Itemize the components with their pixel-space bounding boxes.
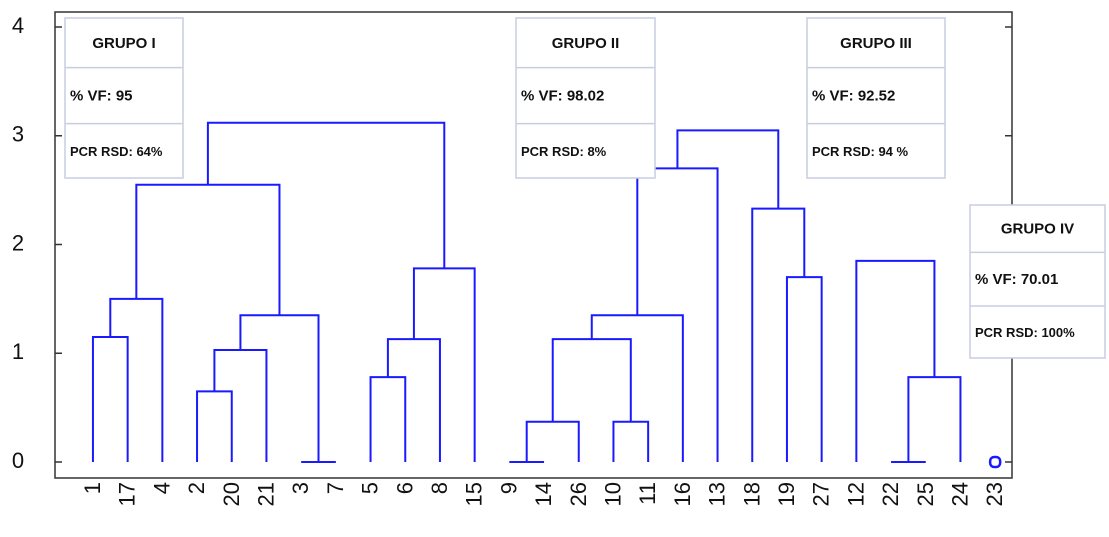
group-rsd: PCR RSD: 94 %: [812, 144, 909, 159]
dendrogram-link: [855, 259, 936, 462]
group-title: GRUPO II: [552, 35, 620, 52]
leaf-label: 15: [462, 482, 487, 506]
dendrogram-link: [109, 297, 164, 462]
group-title: GRUPO III: [840, 35, 912, 52]
group-title: GRUPO I: [92, 35, 155, 52]
group-box-bg: [515, 17, 656, 179]
group-rsd: PCR RSD: 64%: [70, 144, 163, 159]
dendrogram-link: [213, 348, 268, 462]
dendrogram-link: [239, 314, 320, 462]
group-vf: % VF: 95: [70, 88, 133, 105]
dendrogram-link: [590, 314, 684, 462]
leaf-label: 4: [149, 482, 174, 494]
leaf-marker: [988, 455, 1002, 469]
leaf-label: 14: [531, 482, 556, 506]
dendrogram-link: [369, 376, 407, 462]
leaf-label: 20: [219, 482, 244, 506]
dendrogram-link: [206, 121, 446, 269]
leaf-label: 17: [115, 482, 140, 506]
group-box-bg: [806, 17, 946, 179]
y-tick-label: 1: [12, 339, 24, 364]
group-vf: % VF: 98.02: [521, 88, 604, 105]
group-rsd: PCR RSD: 100%: [975, 325, 1075, 340]
dendrogram-link: [386, 338, 441, 462]
leaf-label: 11: [635, 482, 660, 505]
leaf-label: 22: [878, 482, 903, 506]
dendrogram-link: [525, 420, 580, 462]
leaf-label: 9: [496, 482, 521, 494]
group-vf: % VF: 70.01: [975, 271, 1058, 288]
leaf-label: 24: [947, 482, 972, 506]
group-title: GRUPO IV: [1001, 221, 1074, 238]
leaf-label: 12: [843, 482, 868, 506]
dendrogram-link: [612, 420, 650, 462]
leaf-label: 19: [774, 482, 799, 506]
y-tick-label: 0: [12, 448, 24, 473]
leaf-label: 27: [809, 482, 834, 506]
dendrogram-link: [412, 267, 476, 462]
leaf-label: 10: [600, 482, 625, 506]
dendrogram-link: [676, 129, 780, 209]
leaf-label: 26: [566, 482, 591, 506]
leaf-label: 6: [392, 482, 417, 494]
leaf-label: 5: [358, 482, 383, 494]
leaf-label: 7: [323, 482, 348, 494]
group-box: GRUPO I % VF: 95 PCR RSD: 64%: [64, 17, 184, 179]
leaf-label: 21: [253, 482, 278, 506]
y-tick-label: 2: [12, 230, 24, 255]
group-rsd: PCR RSD: 8%: [521, 144, 607, 159]
leaf-label: 25: [913, 482, 938, 506]
y-tick-label: 4: [12, 13, 24, 38]
dendrogram-link: [907, 376, 962, 462]
group-box: GRUPO IV % VF: 70.01 PCR RSD: 100%: [969, 204, 1106, 359]
dendrogram-link: [196, 390, 233, 462]
leaf-label: 1: [80, 482, 105, 494]
dendrogram-link: [751, 207, 806, 462]
leaf-label: 3: [288, 482, 313, 494]
leaf-label: 2: [184, 482, 209, 494]
dendrogram-link: [785, 276, 823, 462]
group-box-bg: [64, 17, 184, 179]
leaf-label: 8: [427, 482, 452, 494]
y-tick-label: 3: [12, 122, 24, 147]
leaf-label: 16: [670, 482, 695, 506]
dendrogram-link: [91, 335, 129, 462]
group-vf: % VF: 92.52: [812, 88, 895, 105]
leaf-label: 13: [705, 482, 730, 506]
leaf-label: 23: [982, 482, 1007, 506]
leaf-label: 18: [739, 482, 764, 506]
group-box: GRUPO III % VF: 92.52 PCR RSD: 94 %: [806, 17, 946, 179]
dendrogram-link: [551, 338, 632, 422]
group-box: GRUPO II % VF: 98.02 PCR RSD: 8%: [515, 17, 656, 179]
group-box-bg: [969, 204, 1106, 359]
dendrogram-link: [135, 183, 281, 316]
